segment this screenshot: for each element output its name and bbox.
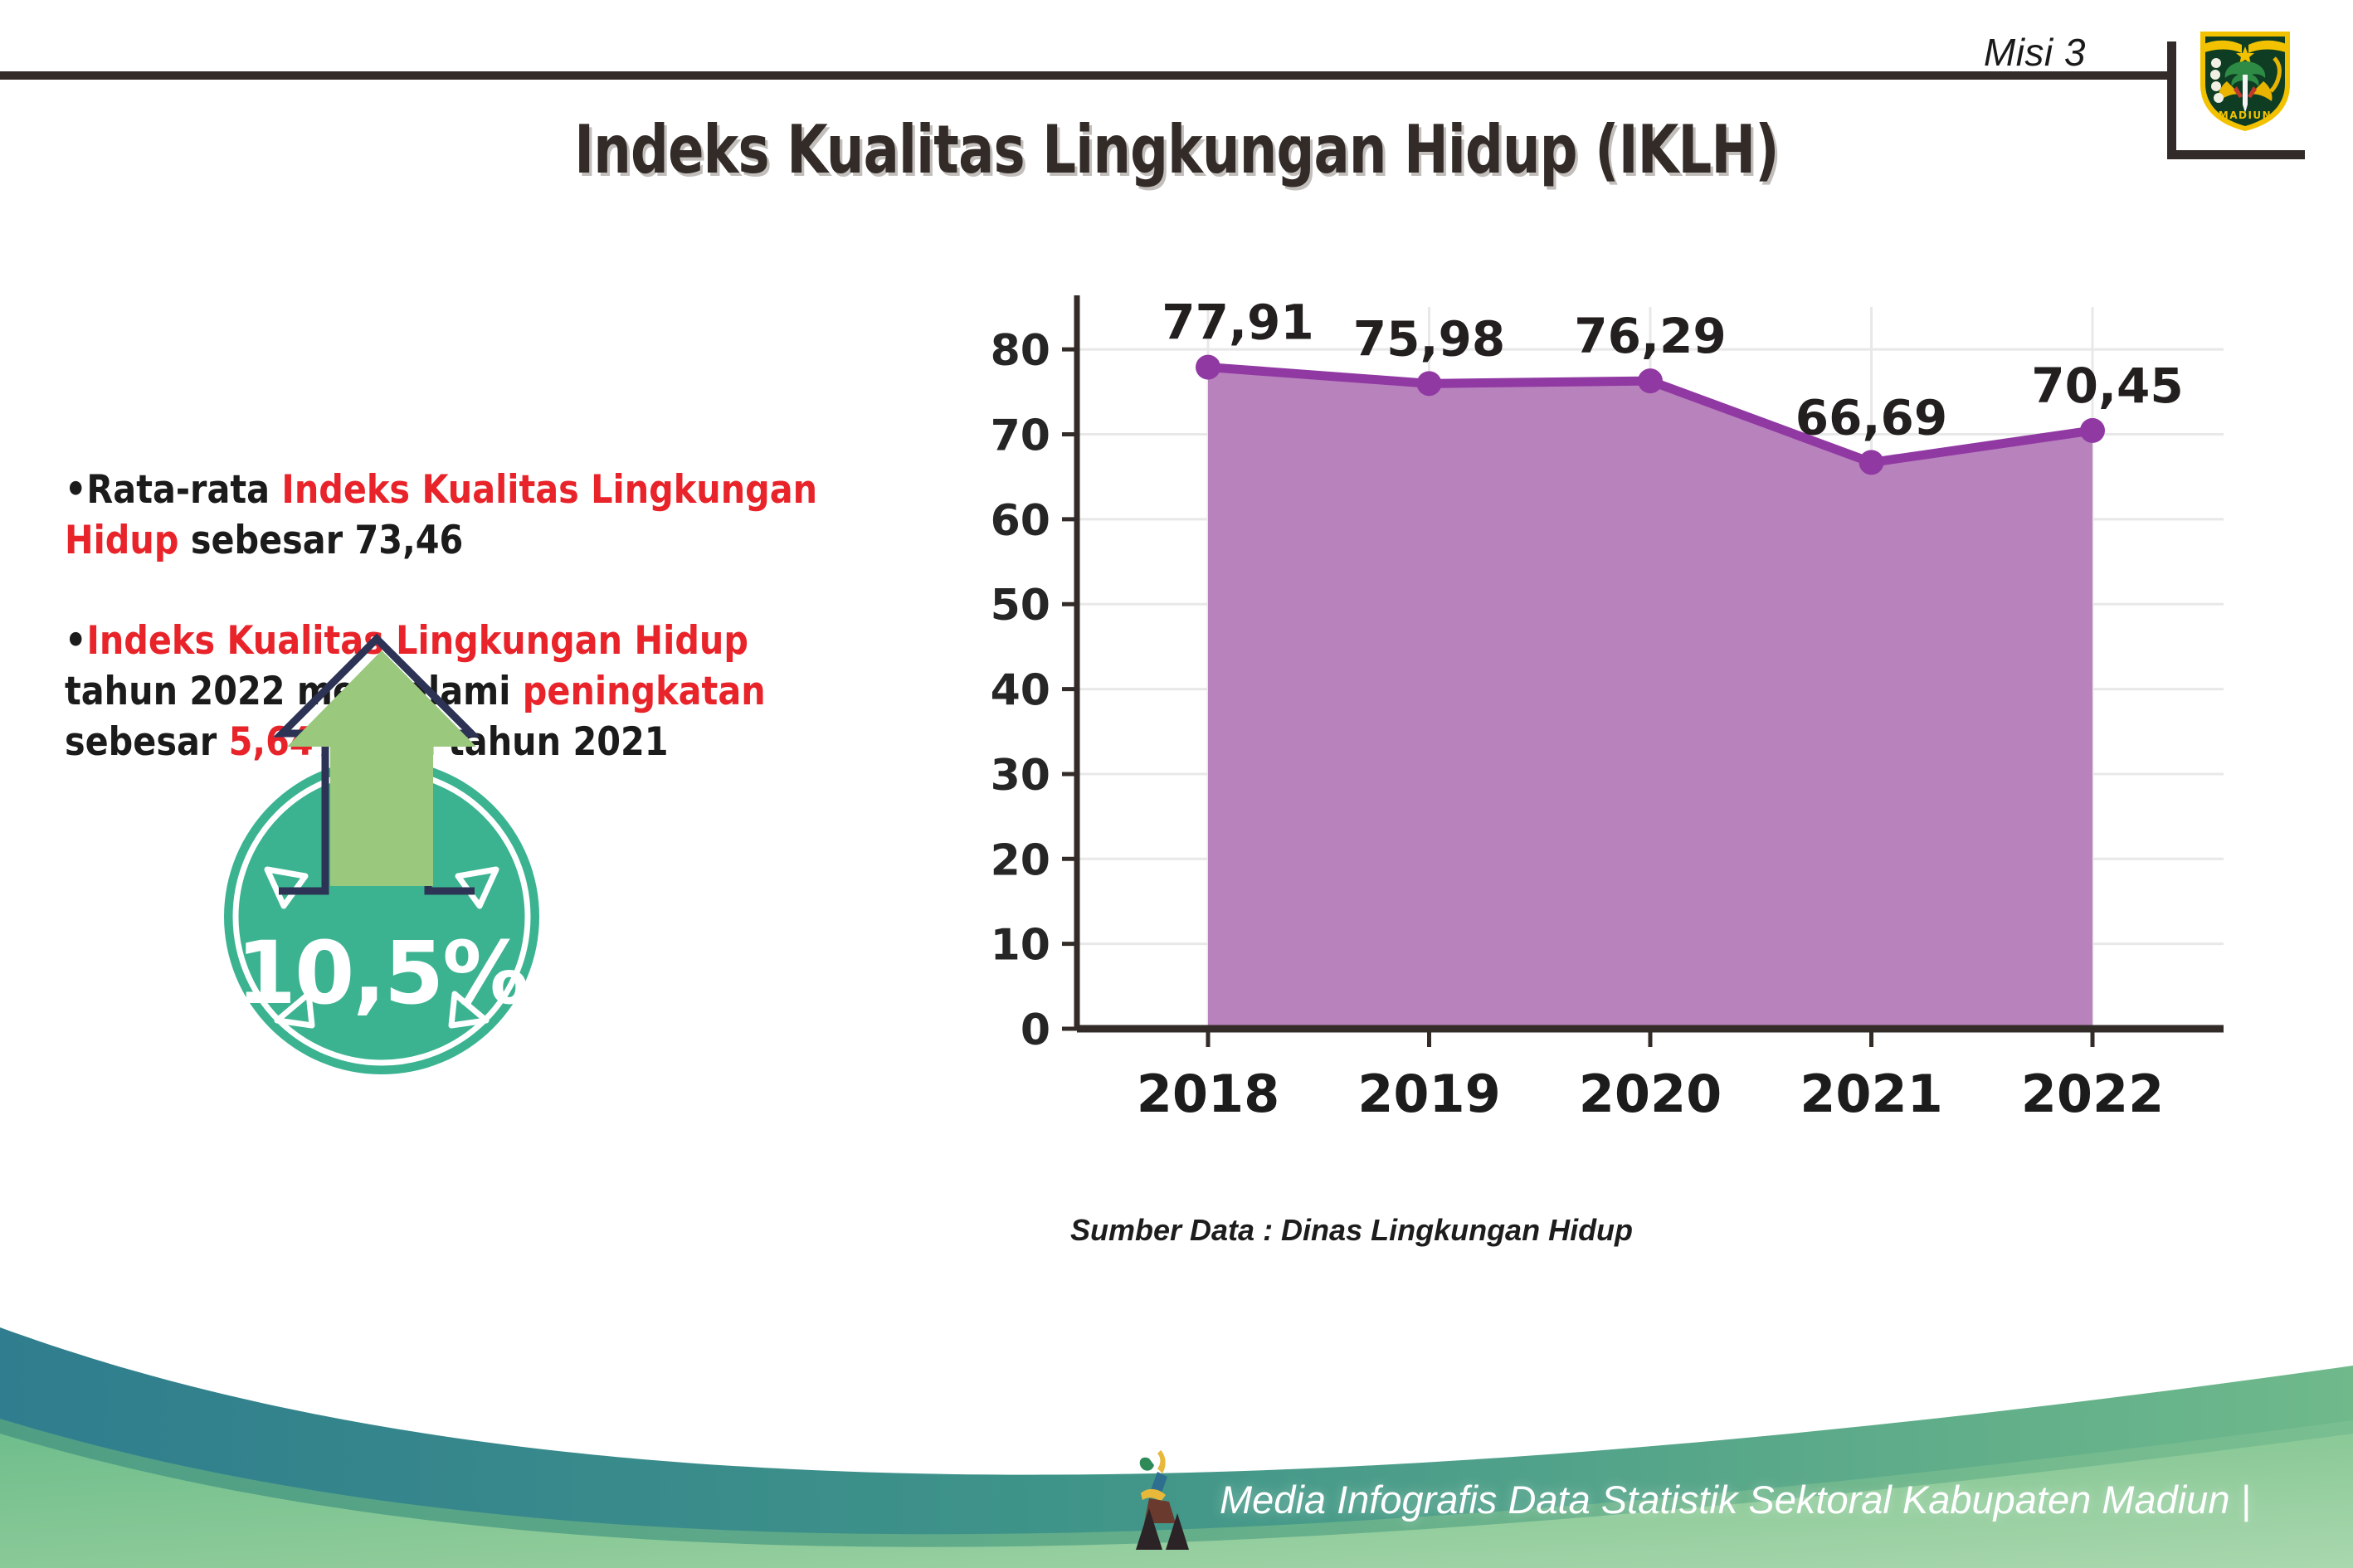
y-axis-tick-label: 0 — [1021, 1006, 1050, 1055]
data-label: 70,45 — [2031, 358, 2183, 414]
y-axis-tick-label: 20 — [991, 835, 1050, 885]
data-label: 75,98 — [1353, 310, 1505, 367]
media-infografis-mark-icon — [1136, 1450, 1189, 1550]
page-footer — [0, 1294, 2353, 1568]
growth-badge-graphic — [224, 633, 539, 1074]
kabupaten-madiun-crest-icon: MADIUN — [2200, 32, 2290, 131]
mission-label: Misi 3 — [1983, 31, 2086, 74]
highlighted-text: peningkatan — [522, 669, 766, 715]
data-point-marker — [1416, 371, 1442, 397]
up-arrow-icon — [287, 650, 476, 886]
footer-wave-base — [0, 1434, 2353, 1568]
iklh-area-chart: 0 10 20 30 40 50 60 70 80 2018 2019 2020 2021 2022 7… — [979, 290, 2257, 1170]
data-label: 76,29 — [1574, 308, 1726, 364]
highlighted-text: Indeks Kualitas Lingkungan Hidup — [65, 467, 818, 564]
data-label: 77,91 — [1162, 295, 1313, 351]
bullet-text: tahun 2022 mengalami — [65, 669, 523, 715]
chart-data-markers — [1196, 354, 2105, 475]
chart-x-axis: 2018 2019 2020 2021 2022 — [1077, 1025, 2224, 1124]
y-axis-tick-label: 70 — [991, 411, 1050, 461]
y-axis-tick-label: 40 — [991, 666, 1050, 716]
footer-wave-graphic — [0, 1327, 2353, 1568]
x-axis-tick-label: 2020 — [1579, 1064, 1722, 1124]
summary-bullet-list: •Rata-rata Indeks Kualitas Lingkungan Hi… — [65, 465, 969, 817]
chart-data-labels: 77,91 75,98 76,29 66,69 70,45 — [1162, 295, 2183, 446]
logo-bracket-frame — [2167, 41, 2305, 159]
page-title: Indeks Kualitas Lingkungan Hidup (IKLH) — [574, 111, 1779, 188]
area-fill — [1208, 367, 2092, 1029]
chart-source-note: Sumber Data : Dinas Lingkungan Hidup — [1070, 1213, 1634, 1247]
bullet-text: •Rata-rata — [65, 467, 282, 513]
crest-bottom-text: MADIUN — [2219, 110, 2272, 121]
x-axis-tick-label: 2021 — [1800, 1064, 1943, 1124]
list-item: •Indeks Kualitas Lingkungan Hidup tahun … — [65, 616, 860, 767]
data-point-marker — [1859, 450, 1884, 475]
y-axis-tick-label: 10 — [991, 921, 1050, 971]
x-axis-tick-label: 2018 — [1137, 1064, 1280, 1124]
data-point-marker — [1638, 368, 1663, 394]
y-axis-tick-label: 80 — [991, 326, 1050, 376]
data-point-marker — [1196, 354, 1220, 380]
logo-frame-horizontal-bar — [2167, 150, 2305, 159]
x-axis-tick-label: 2019 — [1357, 1064, 1501, 1124]
list-item: •Rata-rata Indeks Kualitas Lingkungan Hi… — [65, 465, 860, 566]
data-point-marker — [2080, 417, 2105, 443]
chart-y-axis: 0 10 20 30 40 50 60 70 80 — [991, 295, 1080, 1055]
y-axis-tick-label: 30 — [991, 751, 1050, 801]
header-divider-line — [0, 71, 2167, 80]
growth-badge: 10,5% — [207, 633, 556, 1079]
data-label: 66,69 — [1795, 389, 1947, 446]
bullet-text: sebesar 73,46 — [178, 518, 464, 564]
logo-frame-vertical-bar — [2167, 41, 2176, 159]
bullet-text: sebesar — [65, 719, 229, 766]
y-axis-tick-label: 60 — [991, 496, 1050, 546]
footer-caption: Media Infografis Data Statistik Sektoral… — [1220, 1478, 2251, 1522]
highlighted-text: Indeks Kualitas Lingkungan Hidup — [86, 618, 748, 665]
y-axis-tick-label: 50 — [991, 581, 1050, 631]
chart-area-series — [1203, 363, 2097, 1029]
x-axis-tick-label: 2022 — [2021, 1064, 2165, 1124]
chart-canvas: 0 10 20 30 40 50 60 70 80 2018 2019 2020 2021 2022 7… — [991, 295, 2224, 1124]
bullet-text: • — [65, 618, 87, 665]
